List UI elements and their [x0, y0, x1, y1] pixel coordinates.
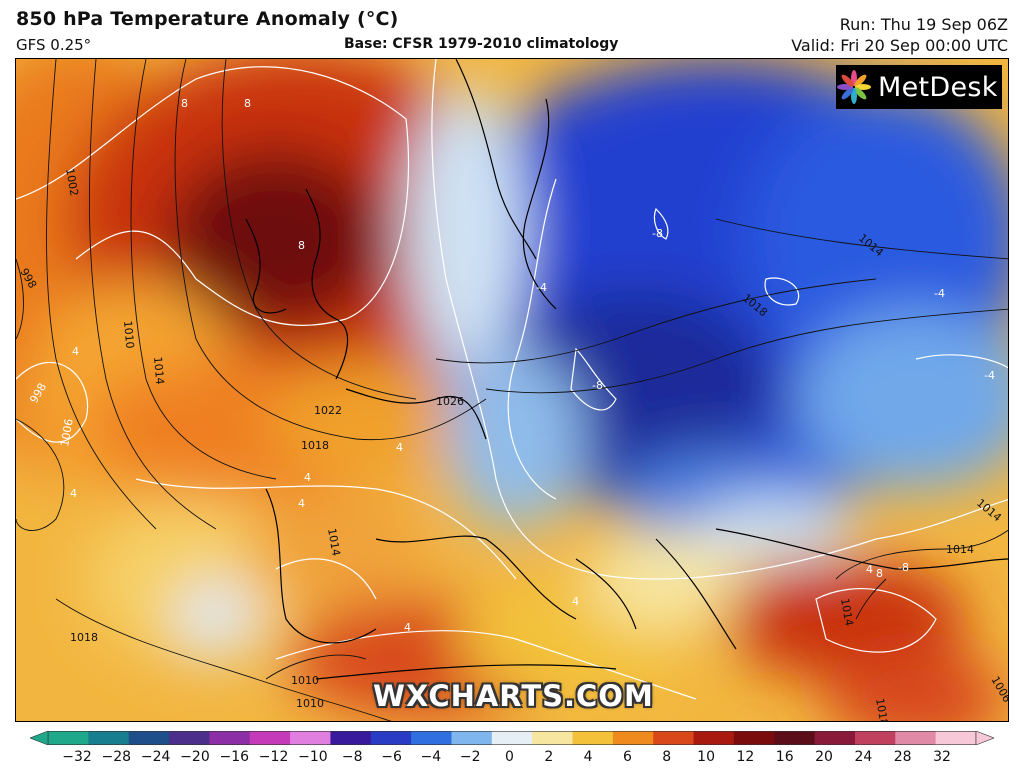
anomaly-label: 4: [866, 563, 873, 576]
isobars: [16, 59, 1008, 721]
colorbar-tick-label: 0: [505, 749, 514, 765]
colorbar-segment: [88, 731, 130, 745]
isobar-label: 1014: [325, 527, 343, 557]
colorbar-tick-label: −10: [298, 749, 328, 765]
coastlines: [245, 59, 1008, 680]
anomaly-map: 1002 998 1010 1014 998 1006 1018 1022 10…: [15, 58, 1009, 722]
colorbar-segment: [249, 731, 291, 745]
anomaly-label: -8: [592, 379, 603, 392]
isobar-label: 1010: [291, 674, 319, 687]
anomaly-label: 4: [404, 621, 411, 634]
isobar-label: 1002: [63, 167, 81, 197]
isobar-label: 1006: [58, 418, 76, 448]
valid-time: Valid: Fri 20 Sep 00:00 UTC: [791, 36, 1008, 55]
anomaly-label: -4: [536, 281, 547, 294]
colorbar-segment: [169, 731, 210, 745]
colorbar-left-arrow: [30, 731, 49, 745]
isobar-label: 1014: [946, 543, 974, 556]
isobar-label: 1026: [436, 395, 464, 408]
anomaly-label: 8: [181, 97, 188, 110]
colorbar-segment: [733, 731, 775, 745]
colorbar-segment: [572, 731, 614, 745]
colorbar-segment: [774, 731, 816, 745]
anomaly-label: -8: [898, 561, 909, 574]
anomaly-label: 4: [72, 345, 79, 358]
anomaly-label: 4: [304, 471, 311, 484]
map-canvas: 1002 998 1010 1014 998 1006 1018 1022 10…: [16, 59, 1008, 722]
anomaly-label: -4: [984, 369, 995, 382]
colorbar-tick-label: −2: [459, 749, 481, 765]
colorbar-tick-label: −24: [140, 749, 171, 765]
colorbar-tick-label: 20: [815, 749, 833, 765]
isobar-label: 1022: [314, 404, 342, 417]
colorbar-segment: [48, 731, 89, 745]
anomaly-label: 4: [396, 441, 403, 454]
colorbar-segment: [814, 731, 856, 745]
colorbar-right-arrow: [975, 731, 994, 745]
colorbar-segment: [854, 731, 896, 745]
metdesk-flower-logo-icon: [837, 70, 871, 104]
colorbar-segment: [128, 731, 170, 745]
anomaly-label: 8: [298, 239, 305, 252]
colorbar-tick-label: −4: [420, 749, 442, 765]
colorbar-segment: [209, 731, 251, 745]
colorbar: [30, 731, 994, 745]
isobar-label: 1018: [301, 439, 329, 452]
colorbar-segment: [290, 731, 332, 745]
colorbar-segment: [451, 731, 493, 745]
isobar-label: 1010: [121, 320, 136, 349]
colorbar-tick-label: 10: [697, 749, 715, 765]
isobar-label: 1018: [873, 697, 891, 722]
anomaly-label: 4: [70, 487, 77, 500]
brand-name: MetDesk: [878, 71, 998, 103]
anomaly-label: 8: [244, 97, 251, 110]
anomaly-label: -4: [934, 287, 945, 300]
colorbar-tick-label: 2: [544, 749, 554, 765]
isobar-label: 1014: [151, 356, 166, 385]
isobar-label: 1018: [70, 631, 98, 644]
colorbar-segment: [370, 731, 412, 745]
anomaly-label: 8: [876, 567, 883, 580]
chart-title: 850 hPa Temperature Anomaly (°C): [16, 8, 399, 30]
colorbar-segment: [653, 731, 695, 745]
colorbar-tick-label: 4: [583, 749, 593, 765]
colorbar-tick-label: 28: [893, 749, 912, 765]
colorbar-tick-label: −32: [62, 749, 92, 765]
colorbar-segment: [411, 731, 453, 745]
anomaly-label: -8: [652, 227, 663, 240]
colorbar-segment: [935, 731, 977, 745]
metdesk-logo: MetDesk: [836, 65, 1002, 109]
colorbar-tick-label: −16: [219, 749, 250, 765]
colorbar-tick-label: −12: [258, 749, 289, 765]
colorbar-tick-label: −6: [381, 749, 402, 765]
map-labels: 1002 998 1010 1014 998 1006 1018 1022 10…: [17, 97, 1008, 722]
colorbar-segment: [612, 731, 654, 745]
colorbar-tick-label: −20: [180, 749, 210, 765]
colorbar-tick-label: 32: [933, 749, 951, 765]
colorbar-ticks: −32 −28 −24 −20 −16 −12 −10 −8 −6 −4 −2 0 2 4 6 8 10 12 16…: [0, 749, 1024, 771]
colorbar-tick-label: 12: [736, 749, 755, 765]
run-time: Run: Thu 19 Sep 06Z: [839, 15, 1008, 34]
isobar-label: 1014: [838, 597, 856, 627]
colorbar-segment: [693, 731, 735, 745]
anomaly-contours: [16, 59, 1008, 700]
anomaly-label: 4: [572, 595, 579, 608]
colorbar-tick-label: 6: [622, 749, 632, 765]
isobar-label: 1010: [296, 697, 324, 710]
anomaly-label: 4: [298, 497, 305, 510]
colorbar-tick-label: −28: [101, 749, 132, 765]
colorbar-segment: [532, 731, 574, 745]
watermark: WXCHARTS.COM: [373, 679, 654, 713]
colorbar-segment: [330, 731, 372, 745]
anomaly-field: [16, 59, 1008, 721]
colorbar-tick-label: 24: [854, 749, 873, 765]
model-name: GFS 0.25°: [16, 36, 92, 54]
colorbar-segment: [895, 731, 937, 745]
colorbar-tick-label: 8: [662, 749, 672, 765]
colorbar-tick-label: 16: [775, 749, 794, 765]
climatology-base: Base: CFSR 1979-2010 climatology: [344, 36, 619, 52]
colorbar-tick-label: −8: [341, 749, 363, 765]
colorbar-segment: [491, 731, 533, 745]
